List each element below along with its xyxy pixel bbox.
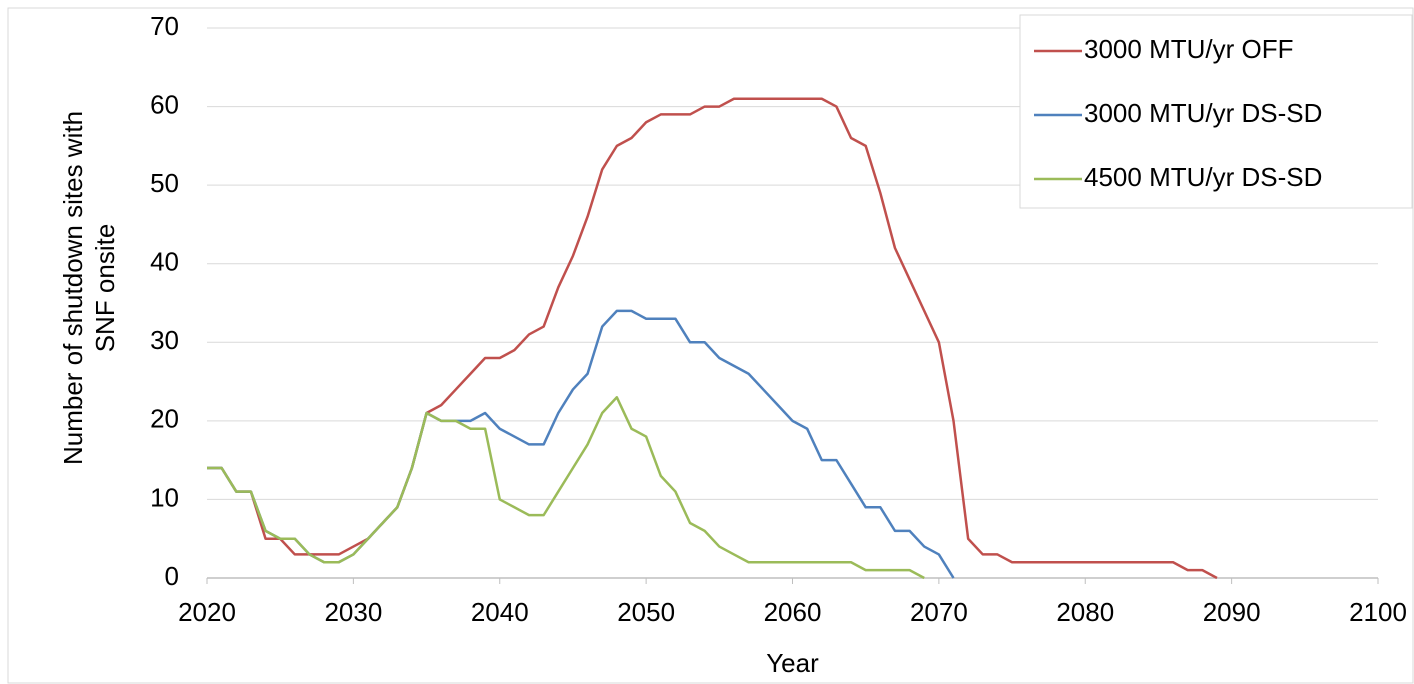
y-tick-label: 40: [150, 247, 179, 277]
x-tick-label: 2020: [178, 597, 236, 627]
y-tick-label: 20: [150, 404, 179, 434]
y-tick-label: 60: [150, 89, 179, 119]
x-axis-label: Year: [766, 648, 819, 678]
x-tick-label: 2100: [1349, 597, 1407, 627]
legend-label: 3000 MTU/yr OFF: [1084, 34, 1293, 64]
series-line: [207, 396, 925, 580]
x-tick-label: 2050: [617, 597, 675, 627]
y-axis-label: Number of shutdown sites with: [58, 111, 88, 465]
series-line: [207, 309, 955, 579]
legend-box: [1019, 14, 1413, 209]
x-tick-label: 2080: [1056, 597, 1114, 627]
y-axis-label: SNF onsite: [90, 224, 120, 353]
chart-border: [7, 7, 1414, 684]
y-tick-label: 50: [150, 168, 179, 198]
y-tick-label: 0: [165, 561, 179, 591]
x-tick-label: 2030: [324, 597, 382, 627]
y-tick-label: 10: [150, 482, 179, 512]
legend-label: 4500 MTU/yr DS-SD: [1084, 162, 1322, 192]
x-tick-label: 2060: [764, 597, 822, 627]
legend-label: 3000 MTU/yr DS-SD: [1084, 98, 1322, 128]
x-tick-label: 2070: [910, 597, 968, 627]
x-tick-label: 2090: [1203, 597, 1261, 627]
x-tick-label: 2040: [471, 597, 529, 627]
y-tick-label: 70: [150, 11, 179, 41]
y-tick-label: 30: [150, 325, 179, 355]
